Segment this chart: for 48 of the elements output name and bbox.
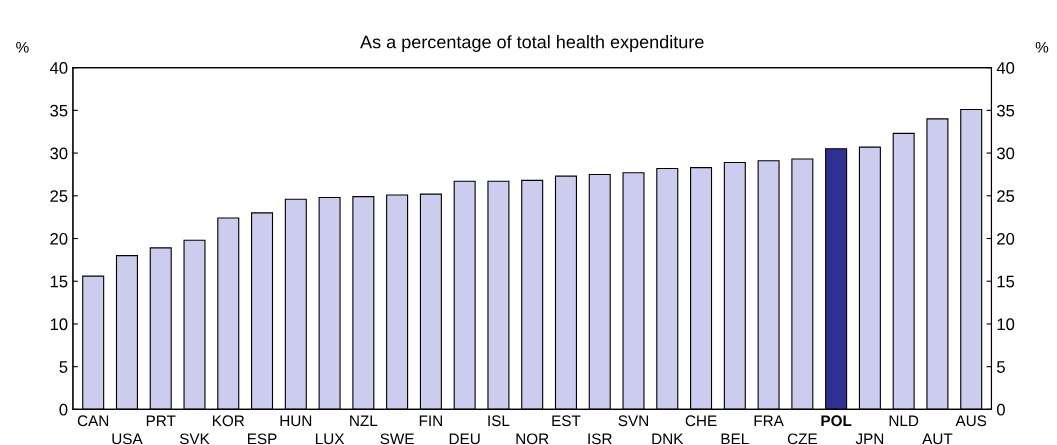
y2-tick-label: 0 (996, 403, 1005, 416)
x-tick-label: AUS (955, 415, 987, 427)
y-tick-label: 15 (50, 275, 68, 288)
y-tick-label: 35 (50, 104, 68, 117)
x-tick-label: FRA (754, 415, 784, 427)
x-tick-label: JPN (855, 433, 884, 445)
chart-title: As a percentage of total health expenditure (360, 35, 704, 52)
x-tick-label: DEU (449, 433, 480, 445)
x-tick-label: EST (552, 415, 581, 427)
y2-tick-label: 25 (997, 190, 1015, 202)
x-tick-label: DNK (652, 433, 684, 445)
y-tick-label: 10 (50, 318, 68, 331)
x-tick-label: FIN (419, 415, 442, 427)
x-tick-label: AUT (922, 433, 953, 445)
x-tick-label: SVK (179, 433, 210, 445)
y-tick-label: 20 (50, 232, 68, 245)
x-tick-label: ISL (488, 415, 510, 427)
y2-tick-label: 20 (997, 232, 1015, 245)
y-tick-label: 30 (50, 147, 68, 160)
x-tick-label: POL (821, 415, 852, 427)
x-tick-label: NZL (350, 415, 378, 427)
x-tick-label: NLD (889, 415, 919, 427)
y2-tick-label: 10 (997, 318, 1015, 331)
y2-axis-title: % (1035, 41, 1049, 53)
x-tick-label: LUX (315, 433, 345, 445)
x-tick-label: PRT (146, 415, 176, 427)
x-tick-label: KOR (212, 415, 245, 427)
x-tick-label: CZE (787, 433, 817, 445)
x-tick-label: HUN (280, 415, 312, 427)
y2-tick-label: 35 (996, 104, 1015, 117)
x-tick-label: ISR (588, 433, 612, 445)
x-tick-label: NOR (516, 433, 549, 445)
y2-tick-label: 40 (996, 62, 1015, 74)
y-tick-label: 0 (59, 403, 68, 416)
y-axis-title: % (16, 41, 29, 53)
x-tick-label: SVN (618, 415, 648, 427)
x-tick-label: SWE (380, 433, 414, 445)
x-tick-label: USA (112, 433, 143, 445)
x-tick-label: CAN (77, 415, 109, 427)
y2-tick-label: 5 (996, 361, 1005, 373)
y-tick-label: 40 (49, 62, 68, 74)
y2-tick-label: 15 (997, 275, 1015, 288)
y-tick-label: 5 (59, 361, 68, 373)
x-tick-label: ESP (248, 433, 277, 445)
x-tick-label: CHE (685, 415, 717, 427)
y-tick-label: 25 (50, 190, 68, 202)
x-tick-label: BEL (721, 433, 749, 445)
y2-tick-label: 30 (996, 147, 1015, 160)
